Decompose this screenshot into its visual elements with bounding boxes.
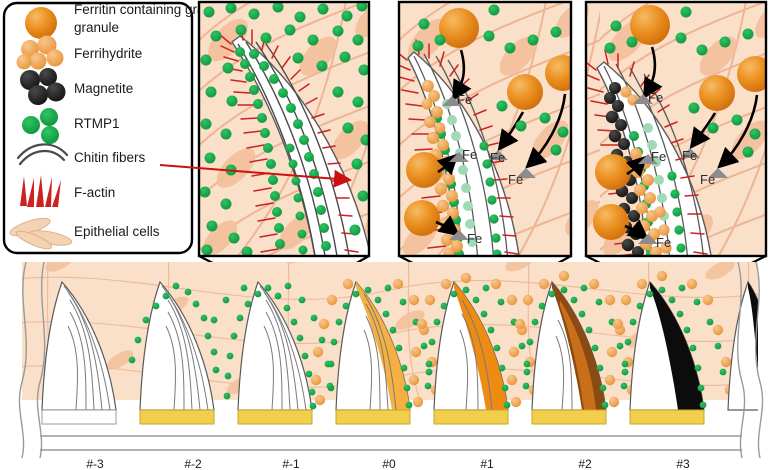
legend-label-magnetite: Magnetite <box>74 81 133 96</box>
legend-item-ferritin: Ferritin containing granule <box>25 2 230 39</box>
tooth-label: #0 <box>382 457 396 470</box>
tooth-minus2 <box>128 280 220 425</box>
rtmp1-dots <box>522 284 629 409</box>
fe-label: Fe <box>700 172 715 187</box>
tooth-partial-right <box>727 280 758 411</box>
tooth-label: #3 <box>676 457 690 470</box>
inset-3-border <box>584 0 768 258</box>
fe-label: Fe <box>457 92 472 107</box>
chitin-fibers-leader-arrow <box>159 164 352 188</box>
fe-label: Fe <box>651 149 666 164</box>
rtmp1-dots <box>424 284 531 409</box>
inset-panel-1 <box>197 0 371 258</box>
radula-base-band <box>433 409 509 425</box>
legend-box: Ferritin containing granule Ferrihydrite… <box>2 1 230 255</box>
ferrihydrite-granules <box>506 270 638 408</box>
rtmp1-dots <box>326 284 433 409</box>
tooth-label: #-2 <box>184 457 202 470</box>
ferrihydrite-clusters <box>421 80 463 256</box>
legend-label-chitin: Chitin fibers <box>74 150 146 165</box>
rtmp1-scattered <box>412 4 569 156</box>
legend-item-epithelial: Epithelial cells <box>9 217 160 250</box>
rtmp1-chain <box>235 47 331 255</box>
radula-base-band <box>139 409 215 425</box>
fe-label: Fe <box>490 150 505 165</box>
tooth-2 <box>506 270 638 425</box>
radula-base-band <box>629 409 705 425</box>
mineral-band <box>356 282 410 410</box>
rtmp1-dots <box>210 282 335 410</box>
inset-panel-3: Fe Fe Fe Fe Fe <box>584 0 768 258</box>
tooth-label: #1 <box>480 457 494 470</box>
fe-label: Fe <box>656 235 671 250</box>
fe-label: Fe <box>682 148 697 163</box>
red-spike-bundle-icon <box>20 175 61 207</box>
fe-label: Fe <box>467 231 482 246</box>
inset-1-border <box>197 0 371 258</box>
radula-base-band <box>237 409 313 425</box>
tooth-label: #2 <box>578 457 592 470</box>
rtmp1-dots <box>620 284 727 409</box>
legend-item-ferrihydrite: Ferrihydrite <box>16 35 142 70</box>
legend-label-ferrihydrite: Ferrihydrite <box>74 46 142 61</box>
legend-item-factin: F-actin <box>20 175 115 207</box>
legend-label-ferritin-line2: granule <box>74 20 119 35</box>
large-orange-sphere-icon <box>25 7 57 39</box>
green-dot-cluster-icon <box>22 108 59 144</box>
fe-label: Fe <box>462 147 477 162</box>
legend-label-rtmp1: RTMP1 <box>74 116 120 131</box>
rtmp1-dots <box>128 282 220 374</box>
fe-label: Fe <box>508 172 523 187</box>
legend-label-factin: F-actin <box>74 185 115 200</box>
legend-label-epithelial: Epithelial cells <box>74 224 160 239</box>
fe-label: Fe <box>648 90 663 105</box>
ferritin-granules <box>593 5 766 240</box>
radula-tooth-row: #-3 #-2 #-1 #0 #1 #2 #3 <box>18 261 764 470</box>
legend-item-rtmp1: RTMP1 <box>22 108 120 144</box>
orange-sphere-cluster-icon <box>16 35 64 70</box>
tooth-label: #-3 <box>86 457 104 470</box>
tooth-label: #-1 <box>282 457 300 470</box>
radula-membrane-edges <box>18 261 764 459</box>
rtmp1-scattered <box>604 6 761 158</box>
tooth-minus1 <box>210 280 335 425</box>
rtmp1-scattered <box>199 2 369 256</box>
legend-item-chitin: Chitin fibers <box>16 143 146 166</box>
legend-item-magnetite: Magnetite <box>20 68 133 105</box>
gray-arc-fibers-icon <box>16 143 69 166</box>
tooth-1 <box>408 272 540 425</box>
ferritin-granules <box>404 8 571 236</box>
radula-base-band <box>335 409 411 425</box>
tan-cell-shapes-icon <box>9 217 73 250</box>
mineral-band <box>650 282 704 410</box>
inset-panel-2: Fe Fe Fe Fe Fe <box>397 0 573 258</box>
radula-base-band <box>531 409 607 425</box>
fe-arrowheads <box>633 94 728 244</box>
fe-arrowheads <box>442 96 536 240</box>
legend-label-ferritin-line1: Ferritin containing granule <box>74 2 230 17</box>
tooth-minus3 <box>41 280 117 425</box>
inset-2-border <box>397 0 573 258</box>
rtmp1-faded-chain <box>442 99 477 247</box>
black-sphere-cluster-icon <box>20 68 66 105</box>
